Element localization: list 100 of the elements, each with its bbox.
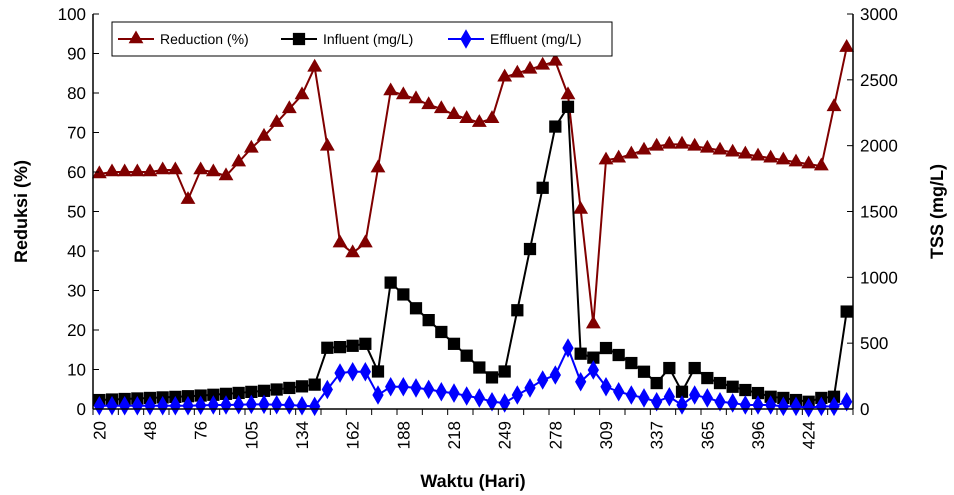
point bbox=[524, 242, 536, 256]
point bbox=[700, 140, 715, 153]
point bbox=[256, 128, 272, 141]
point bbox=[549, 120, 562, 133]
point bbox=[308, 378, 321, 391]
point bbox=[586, 316, 601, 328]
point bbox=[814, 158, 829, 170]
point bbox=[840, 305, 853, 318]
point bbox=[269, 114, 284, 127]
y2-tick-label: 1000 bbox=[860, 268, 898, 288]
legend-label: Reduction (%) bbox=[160, 30, 249, 47]
point bbox=[562, 100, 574, 113]
point bbox=[258, 384, 270, 397]
x-tick-label: 249 bbox=[496, 421, 515, 450]
x-tick-label: 20 bbox=[90, 421, 110, 440]
point bbox=[638, 366, 650, 378]
x-tick-label: 105 bbox=[242, 421, 262, 450]
x-tick-label: 309 bbox=[597, 421, 616, 450]
point bbox=[372, 365, 384, 378]
y-tick-label: 10 bbox=[67, 360, 86, 380]
x-tick-label: 76 bbox=[192, 421, 211, 440]
point bbox=[231, 154, 246, 166]
point bbox=[142, 163, 158, 176]
point bbox=[712, 142, 728, 155]
point bbox=[446, 106, 462, 119]
y2-tick-label: 500 bbox=[860, 334, 888, 354]
x-tick-label: 218 bbox=[445, 421, 464, 450]
point bbox=[206, 163, 221, 176]
point bbox=[788, 154, 804, 166]
point bbox=[600, 342, 612, 354]
point bbox=[636, 142, 652, 155]
point bbox=[245, 386, 258, 398]
point bbox=[510, 64, 525, 78]
point bbox=[536, 182, 549, 194]
y-tick-label: 100 bbox=[58, 4, 86, 24]
point bbox=[763, 150, 778, 162]
point bbox=[497, 68, 512, 82]
point bbox=[383, 82, 398, 96]
y2-tick-label: 0 bbox=[860, 400, 870, 419]
point bbox=[370, 160, 386, 172]
x-tick-label: 162 bbox=[344, 421, 363, 450]
point bbox=[498, 365, 511, 378]
point bbox=[714, 376, 726, 390]
point bbox=[155, 161, 170, 174]
point bbox=[117, 163, 132, 176]
point bbox=[649, 138, 664, 151]
point bbox=[522, 60, 538, 74]
point bbox=[358, 234, 373, 248]
point bbox=[486, 371, 498, 384]
point bbox=[511, 304, 524, 316]
x-tick-label: 365 bbox=[698, 421, 718, 450]
point bbox=[750, 148, 766, 160]
y2-tick-label: 2500 bbox=[860, 70, 898, 90]
point bbox=[408, 90, 424, 104]
x-tick-label: 396 bbox=[749, 421, 768, 450]
point bbox=[587, 352, 600, 364]
point bbox=[180, 191, 196, 204]
y-tick-label: 20 bbox=[67, 320, 86, 340]
point bbox=[574, 348, 587, 360]
point bbox=[130, 163, 145, 176]
y-tick-label: 60 bbox=[67, 162, 86, 182]
point bbox=[484, 110, 500, 123]
point bbox=[535, 56, 550, 70]
point bbox=[332, 234, 348, 248]
point bbox=[307, 58, 322, 72]
y-tick-label: 0 bbox=[76, 400, 86, 419]
y2-axis-title: TSS (mg/L) bbox=[927, 164, 947, 259]
point bbox=[232, 386, 245, 400]
point bbox=[334, 340, 346, 354]
point bbox=[397, 288, 410, 301]
point bbox=[321, 342, 334, 354]
y-tick-label: 90 bbox=[67, 44, 86, 64]
x-tick-label: 278 bbox=[546, 421, 566, 450]
x-tick-label: 48 bbox=[141, 421, 160, 440]
point bbox=[560, 86, 576, 100]
point bbox=[738, 146, 753, 158]
point bbox=[422, 314, 435, 326]
point bbox=[624, 146, 639, 158]
point bbox=[92, 165, 107, 178]
point bbox=[396, 86, 411, 100]
point bbox=[611, 150, 626, 162]
point bbox=[472, 114, 487, 127]
y-axis-title: Reduksi (%) bbox=[11, 160, 31, 264]
point bbox=[650, 376, 663, 390]
point bbox=[674, 136, 690, 149]
x-tick-label: 424 bbox=[800, 421, 819, 450]
point bbox=[421, 96, 436, 110]
point bbox=[687, 138, 702, 151]
point bbox=[612, 348, 625, 362]
point bbox=[826, 98, 842, 112]
point bbox=[244, 140, 259, 153]
point bbox=[776, 152, 791, 164]
point bbox=[435, 326, 448, 338]
point bbox=[739, 384, 752, 396]
point bbox=[725, 144, 740, 157]
point bbox=[801, 156, 816, 168]
y2-tick-label: 2000 bbox=[860, 136, 898, 156]
point bbox=[752, 386, 764, 400]
point bbox=[701, 372, 714, 384]
x-tick-label: 188 bbox=[394, 421, 414, 450]
